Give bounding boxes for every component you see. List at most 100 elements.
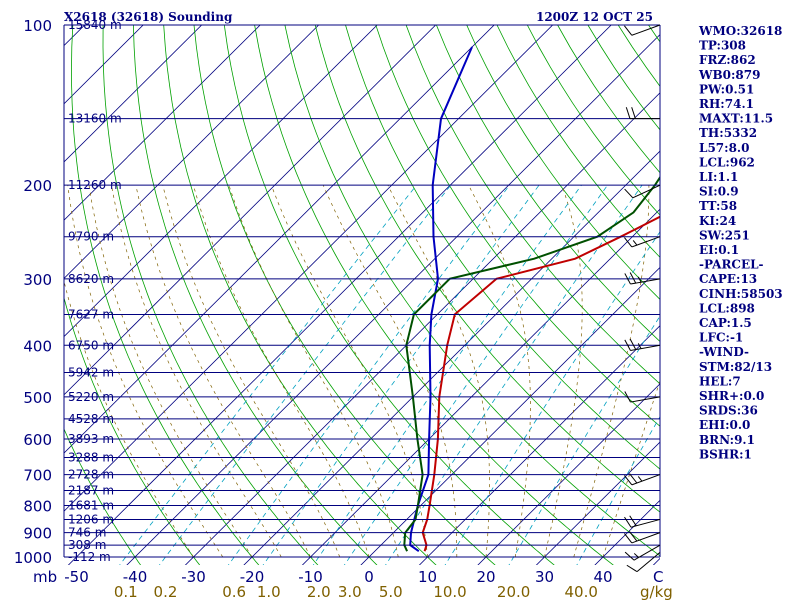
mixing-ratio-line	[227, 184, 510, 565]
wind-barb-flag	[632, 240, 638, 246]
index-item: LCL:898	[699, 301, 755, 315]
isotherm-line	[477, 383, 660, 565]
height-label: 5942 m	[68, 366, 114, 380]
wind-barb-staff	[630, 396, 661, 403]
mixing-ratio-tick-label: 40.0	[565, 583, 598, 600]
index-item: CAP:1.5	[699, 316, 752, 330]
isotherm-line	[535, 441, 660, 565]
index-item: WB0:879	[698, 68, 760, 82]
temperature-tick-label: -30	[181, 568, 206, 586]
wind-barb-staff	[631, 24, 661, 36]
wind-barb-flag	[629, 515, 637, 527]
wind-barb	[624, 236, 661, 248]
pressure-tick-label: 400	[23, 337, 52, 355]
wind-barb-flag	[633, 553, 640, 558]
index-item: SHR+:0.0	[699, 389, 764, 403]
pressure-tick-label: 800	[23, 497, 52, 515]
wind-barb-flag	[624, 188, 634, 199]
mixing-ratio-line	[508, 315, 660, 565]
height-label: 308 m	[68, 538, 106, 552]
pressure-tick-label: 300	[23, 271, 52, 289]
height-label: 8620 m	[68, 272, 114, 286]
height-label: 3288 m	[68, 450, 114, 464]
index-item: LCL:962	[699, 155, 755, 169]
temperature-tick-label: 30	[535, 568, 554, 586]
mixing-ratio-tick-label: 0.2	[154, 583, 178, 600]
wind-barbs	[624, 24, 661, 573]
isotherm-line	[64, 25, 554, 512]
wind-barb-flag	[637, 343, 642, 349]
wind-barb-flag	[629, 338, 637, 350]
mixing-ratio-line	[119, 184, 417, 565]
temperature-tick-label: 0	[364, 568, 374, 586]
temperature-tick-label: 20	[476, 568, 495, 586]
isotherm-line	[126, 34, 660, 565]
temperature-tick-label: 40	[593, 568, 612, 586]
mixing-ratio-tick-label: 20.0	[497, 583, 530, 600]
wind-barb-flag	[624, 237, 633, 248]
wind-barb-staff	[636, 551, 661, 572]
index-item: BRN:9.1	[699, 433, 755, 447]
temperature-tick-label: -20	[240, 568, 265, 586]
wind-barb	[624, 338, 661, 351]
isotherm-line	[64, 25, 437, 396]
wind-barb-staff	[632, 184, 661, 199]
index-item: RH:74.1	[699, 97, 754, 111]
index-item: TH:5332	[699, 126, 757, 140]
pressure-tick-label: 900	[23, 525, 52, 543]
wind-barb-flag	[624, 391, 631, 403]
index-item: LI:1.1	[699, 170, 738, 184]
mixing-ratio-line	[262, 184, 540, 565]
height-label: 2728 m	[68, 468, 114, 482]
index-item: HEL:7	[699, 374, 741, 388]
pressure-tick-label: 600	[23, 431, 52, 449]
isotherm-line	[64, 25, 495, 454]
wind-barb	[624, 544, 661, 561]
moist-adiabat	[111, 185, 282, 558]
index-item: TT:58	[699, 199, 737, 213]
height-label: 13160 m	[68, 112, 122, 126]
height-label: 11260 m	[68, 178, 122, 192]
moist-adiabat	[387, 184, 490, 558]
moist-adiabat	[88, 185, 253, 558]
height-label: 5220 m	[68, 390, 114, 404]
temperature-tick-label: -10	[298, 568, 323, 586]
height-label: 1206 m	[68, 512, 114, 526]
index-item: BSHR:1	[699, 447, 752, 461]
dry-adiabat	[64, 296, 201, 565]
pressure-axis-unit: mb	[33, 568, 57, 586]
wind-barb-flag	[624, 533, 633, 544]
wind-barb	[624, 391, 661, 403]
moist-adiabat	[135, 185, 311, 558]
wind-barb	[624, 272, 661, 285]
index-item: EI:0.1	[699, 243, 739, 257]
pressure-tick-label: 100	[23, 17, 52, 35]
pressure-tick-label: 1000	[14, 549, 52, 567]
dry-adiabat	[193, 25, 496, 565]
wind-barb-flag	[637, 276, 642, 283]
wind-barb	[624, 24, 661, 36]
valid-time: 1200Z 12 OCT 25	[536, 10, 653, 24]
pressure-tick-label: 200	[23, 177, 52, 195]
temperature-tick-label: -50	[64, 568, 89, 586]
wind-barb-flag	[624, 339, 631, 351]
index-item: LFC:-1	[699, 331, 743, 345]
height-label: 4528 m	[68, 412, 114, 426]
wind-barb-flag	[625, 107, 631, 119]
index-item: EHI:0.0	[699, 418, 750, 432]
height-label: 746 m	[68, 526, 106, 540]
height-label: 3893 m	[68, 432, 114, 446]
wind-barb-flag	[629, 473, 638, 484]
isotherm-line	[64, 25, 320, 279]
isotherm-line	[64, 25, 378, 338]
index-item: KI:24	[699, 214, 736, 228]
isotherm-line	[301, 208, 660, 565]
wind-barb-flag	[631, 107, 636, 119]
wind-barb-flag	[629, 531, 638, 542]
temperature-tick-label: -40	[123, 568, 148, 586]
wind-barb-flag	[626, 564, 638, 573]
dry-adiabat	[254, 25, 614, 565]
index-item: PW:0.51	[699, 82, 754, 96]
